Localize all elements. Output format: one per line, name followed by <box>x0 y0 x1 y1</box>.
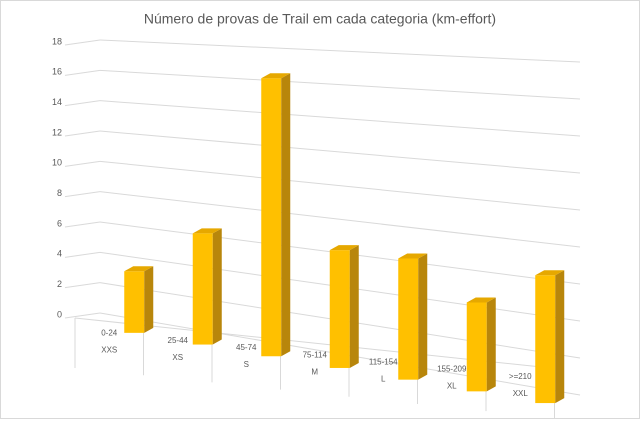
x-sub-label: L <box>381 374 386 383</box>
y-tick-label: 14 <box>52 97 62 107</box>
y-tick-label: 4 <box>57 249 62 259</box>
grid-line <box>99 130 581 174</box>
grid-line-side <box>64 100 101 107</box>
bar-side <box>555 270 565 404</box>
grid-line-side <box>64 221 101 228</box>
y-tick-label: 6 <box>57 218 62 228</box>
bar <box>329 250 350 368</box>
x-tick-label: 45-74 <box>236 343 257 352</box>
x-tick-label: 25-44 <box>168 336 189 345</box>
bar <box>192 233 213 345</box>
x-sub-label: XXL <box>513 389 529 398</box>
bar-side <box>349 245 359 368</box>
y-tick-label: 10 <box>52 158 62 168</box>
grid-line-side <box>64 191 101 198</box>
x-sub-label: XXS <box>101 346 117 355</box>
grid-line <box>99 69 581 100</box>
bar-side <box>281 73 291 357</box>
y-tick-label: 12 <box>52 127 62 137</box>
x-tick-label: >=210 <box>509 372 532 381</box>
grid-line <box>99 100 581 137</box>
bar <box>398 258 419 380</box>
grid-line-side <box>64 160 101 167</box>
bar <box>466 302 487 392</box>
x-tick-label: 115-154 <box>369 357 398 366</box>
y-tick-label: 8 <box>57 188 62 198</box>
bar-top <box>261 73 291 79</box>
x-sub-label: M <box>311 367 318 376</box>
grid-line <box>99 39 581 63</box>
bar-top <box>124 266 154 272</box>
grid-line-side <box>64 282 101 289</box>
bar-side <box>486 297 496 392</box>
bar-side <box>144 266 154 333</box>
x-sub-label: XS <box>172 353 183 362</box>
grid-line-side <box>64 251 101 258</box>
grid-line-side <box>64 69 101 76</box>
bar <box>535 275 556 404</box>
bar <box>261 78 282 357</box>
y-tick-label: 16 <box>52 67 62 77</box>
chart-title: Número de provas de Trail em cada catego… <box>144 11 496 27</box>
grid-line <box>99 160 581 211</box>
grid-line <box>99 191 581 248</box>
y-tick-label: 2 <box>57 279 62 289</box>
bar-side <box>212 228 222 345</box>
bar-top <box>192 228 222 234</box>
y-tick-label: 0 <box>57 309 62 319</box>
bar-top <box>398 253 428 259</box>
x-tick-label: 75-114 <box>303 350 328 359</box>
bar-side <box>418 253 428 380</box>
grid-line-side <box>64 39 101 46</box>
bar-top <box>329 245 359 251</box>
y-tick-label: 18 <box>52 36 62 46</box>
bar-top <box>466 297 496 303</box>
x-tick-label: 155-209 <box>437 365 467 374</box>
x-sub-label: XL <box>447 382 457 391</box>
x-sub-label: S <box>244 360 249 369</box>
bar <box>124 271 145 333</box>
grid-line-side <box>64 312 101 319</box>
bar-top <box>535 270 565 276</box>
x-tick-label: 0-24 <box>101 329 118 338</box>
grid-line-side <box>64 130 101 137</box>
